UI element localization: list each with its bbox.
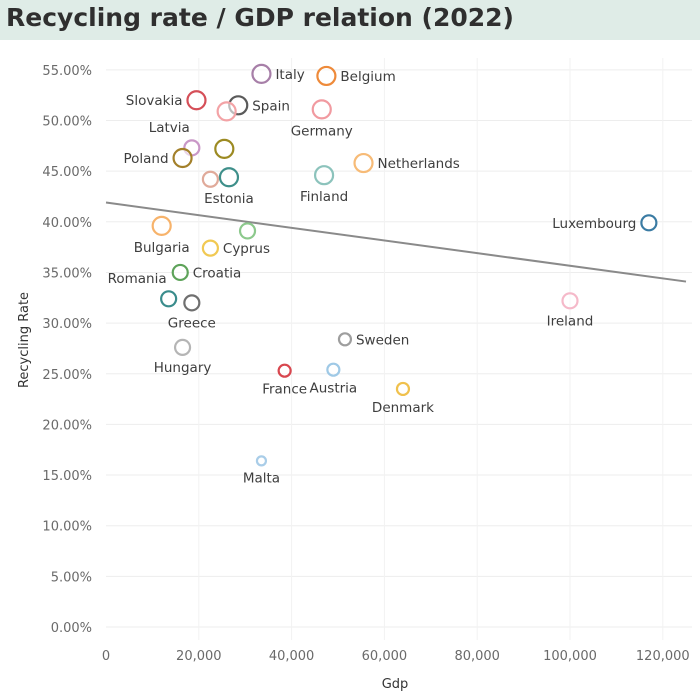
x-tick-label: 120,000	[636, 649, 690, 664]
data-point[interactable]	[216, 101, 237, 122]
data-point[interactable]	[171, 263, 189, 282]
point-label: Romania	[108, 271, 167, 287]
x-tick-label: 20,000	[176, 649, 222, 664]
y-tick-label: 15.00%	[42, 469, 92, 484]
y-tick-label: 55.00%	[42, 64, 92, 79]
trend-line	[105, 201, 687, 283]
point-label: Latvia	[149, 120, 190, 136]
data-point[interactable]	[251, 63, 272, 85]
point-label: Luxembourg	[552, 216, 636, 232]
point-label: Estonia	[204, 191, 254, 207]
data-point[interactable]	[353, 152, 374, 174]
data-point[interactable]	[277, 363, 292, 378]
x-tick-label: 40,000	[269, 649, 315, 664]
y-tick-label: 35.00%	[42, 266, 92, 281]
y-tick-label: 0.00%	[51, 621, 92, 636]
point-label: Greece	[168, 315, 216, 331]
data-point[interactable]	[151, 215, 172, 236]
point-label: Bulgaria	[134, 240, 190, 256]
data-point[interactable]	[218, 167, 240, 188]
data-point[interactable]	[255, 455, 268, 467]
point-label: Cyprus	[223, 241, 270, 257]
y-tick-label: 25.00%	[42, 368, 92, 383]
data-point[interactable]	[311, 99, 332, 120]
y-tick-label: 40.00%	[42, 216, 92, 231]
data-point[interactable]	[313, 165, 335, 186]
chart-title: Recycling rate / GDP relation (2022)	[6, 3, 514, 32]
y-tick-label: 45.00%	[42, 165, 92, 180]
y-tick-label: 30.00%	[42, 317, 92, 332]
point-label: Germany	[291, 123, 353, 139]
point-label: Hungary	[154, 360, 212, 376]
data-point[interactable]	[173, 338, 192, 357]
point-label: Denmark	[372, 400, 434, 416]
point-label: Slovakia	[126, 93, 183, 109]
data-point[interactable]	[337, 332, 353, 347]
point-label: Finland	[300, 189, 348, 205]
data-point[interactable]	[640, 214, 658, 232]
point-label: Netherlands	[378, 156, 460, 172]
y-tick-label: 10.00%	[42, 520, 92, 535]
point-label: Poland	[123, 151, 168, 167]
x-tick-label: 100,000	[543, 649, 597, 664]
data-point[interactable]	[326, 362, 341, 377]
data-point[interactable]	[238, 222, 257, 240]
data-point[interactable]	[395, 381, 411, 397]
data-point[interactable]	[201, 170, 219, 188]
point-label: Sweden	[356, 332, 409, 348]
data-point[interactable]	[183, 294, 201, 312]
data-point[interactable]	[316, 65, 337, 87]
data-point[interactable]	[186, 90, 207, 111]
point-label: Spain	[252, 98, 290, 114]
scatter-chart[interactable]: 0.00% 5.00% 10.00% 15.00% 20.00% 25.00% 30.00%…	[0, 40, 700, 691]
point-label: Belgium	[340, 69, 395, 85]
x-axis-title: Gdp	[382, 677, 409, 691]
data-point[interactable]	[561, 292, 579, 310]
data-point[interactable]	[201, 239, 219, 257]
point-label: Italy	[275, 67, 304, 83]
point-label: Malta	[243, 470, 280, 486]
y-tick-label: 20.00%	[42, 418, 92, 433]
data-point[interactable]	[172, 147, 193, 169]
title-bar: Recycling rate / GDP relation (2022)	[0, 0, 700, 40]
point-label: Croatia	[193, 265, 242, 281]
x-tick-label: 0	[102, 649, 110, 664]
data-point[interactable]	[160, 290, 178, 308]
point-label: France	[262, 382, 307, 398]
y-tick-label: 5.00%	[51, 570, 92, 585]
point-label: Austria	[310, 381, 358, 397]
data-point[interactable]	[214, 138, 235, 159]
x-tick-label: 80,000	[454, 649, 500, 664]
x-tick-label: 60,000	[362, 649, 408, 664]
y-tick-label: 50.00%	[42, 115, 92, 130]
y-axis-title: Recycling Rate	[17, 292, 32, 388]
point-label: Ireland	[547, 313, 594, 329]
